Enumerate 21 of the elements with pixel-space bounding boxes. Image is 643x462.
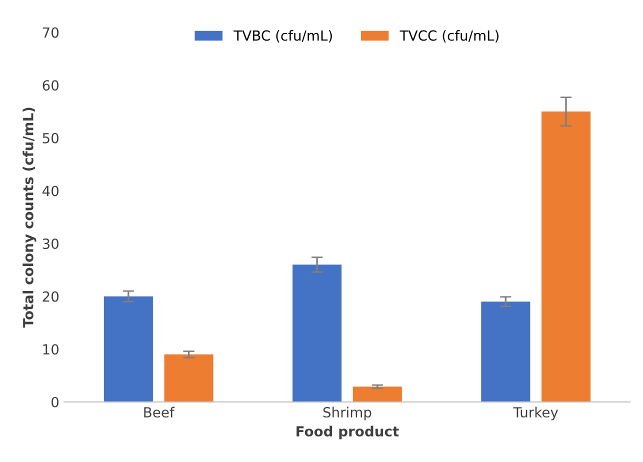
- y-axis-title: Total colony counts (cfu/mL): [22, 108, 36, 328]
- y-tick-label: 10: [43, 344, 59, 355]
- legend-label: TVCC (cfu/mL): [400, 30, 499, 42]
- bar: [104, 296, 153, 402]
- x-tick-label: Beef: [144, 406, 175, 418]
- y-tick-label: 40: [42, 186, 59, 196]
- x-axis-title: Food product: [296, 426, 399, 440]
- x-tick-label: Turkey: [513, 406, 558, 420]
- x-tick-label: Shrimp: [323, 406, 372, 420]
- y-tick-label: 70: [42, 27, 59, 38]
- bar: [481, 302, 530, 402]
- bar: [352, 386, 402, 402]
- y-tick-label: 20: [42, 291, 59, 302]
- legend-label: TVBC (cfu/mL): [234, 30, 332, 42]
- y-tick-label: 50: [42, 132, 59, 144]
- y-tick-label: 60: [42, 80, 59, 91]
- bar: [164, 354, 214, 402]
- y-tick-label: 0: [52, 396, 59, 408]
- bar: [292, 264, 342, 402]
- y-tick-label: 30: [42, 238, 59, 250]
- bar: [541, 112, 591, 402]
